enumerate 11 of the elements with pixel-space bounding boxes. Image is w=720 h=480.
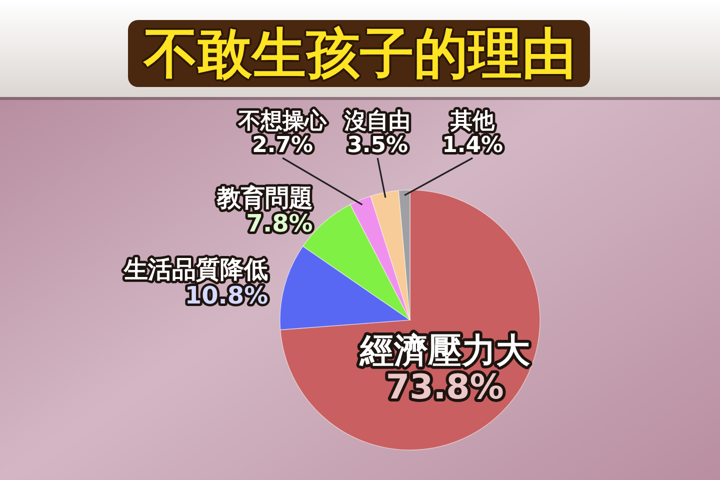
slice-label: 生活品質降低 — [123, 256, 268, 284]
data-label: 2.7% — [252, 132, 314, 158]
slice-label: 其他 — [450, 109, 496, 134]
data-label: 3.5% — [347, 132, 408, 158]
data-label: 1.4% — [442, 132, 504, 158]
data-label: 10.8% — [184, 282, 268, 310]
chart-title: 不敢生孩子的理由 — [142, 22, 576, 85]
data-label: 7.8% — [246, 210, 313, 238]
slice-label: 沒自由 — [344, 109, 411, 134]
slice-label: 教育問題 — [216, 184, 313, 212]
slice-label: 不想操心 — [238, 108, 328, 134]
